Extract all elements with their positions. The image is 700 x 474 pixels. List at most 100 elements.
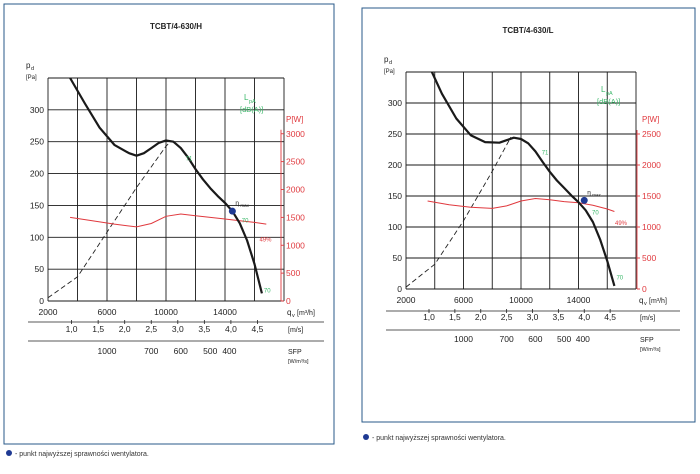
power-tick-label: 1000 bbox=[642, 222, 661, 232]
curve-annotation: 70 bbox=[616, 276, 623, 282]
velocity-tick-label: 1,0 bbox=[423, 312, 435, 322]
x-tick-label: 14000 bbox=[213, 307, 237, 317]
x-axis-label-sub: v bbox=[292, 313, 295, 319]
x-axis-unit: [m³/h] bbox=[649, 298, 667, 305]
y-tick-label: 100 bbox=[30, 232, 44, 242]
power-curve bbox=[427, 197, 615, 212]
x-axis-label-sub: v bbox=[644, 301, 647, 307]
max-efficiency-legend-icon bbox=[6, 450, 12, 456]
velocity-tick-label: 2,5 bbox=[501, 312, 513, 322]
velocity-tick-label: 1,5 bbox=[449, 312, 461, 322]
panel-frame bbox=[3, 3, 335, 445]
velocity-tick-label: 2,0 bbox=[475, 312, 487, 322]
y-axis-unit: [Pa] bbox=[384, 69, 395, 75]
system-curve bbox=[47, 141, 171, 299]
chart-title: TCBT/4-630/L bbox=[502, 26, 553, 35]
velocity-tick-label: 3,0 bbox=[172, 324, 184, 334]
x-tick-label: 6000 bbox=[454, 295, 473, 305]
curve-annotation: 70 bbox=[592, 211, 599, 217]
x-tick-label: 10000 bbox=[154, 307, 178, 317]
velocity-tick-label: 4,5 bbox=[604, 312, 616, 322]
velocity-axis-unit: [m/s] bbox=[288, 327, 303, 334]
y-tick-label: 50 bbox=[393, 253, 403, 263]
eta-label: η bbox=[587, 189, 591, 196]
power-tick-label: 1000 bbox=[286, 240, 305, 250]
power-curve bbox=[70, 213, 267, 228]
sfp-tick-label: 500 bbox=[557, 334, 571, 344]
footnote-left: - punkt najwyższej sprawności wentylator… bbox=[6, 450, 149, 458]
pressure-curve bbox=[69, 77, 263, 294]
max-efficiency-legend-icon bbox=[363, 434, 369, 440]
lpa-unit: [dB(A)] bbox=[240, 105, 263, 114]
velocity-tick-label: 2,5 bbox=[145, 324, 157, 334]
power-tick-label: 3000 bbox=[286, 129, 305, 139]
chart-panel-h: TCBT/4-630/H 0 50 100 150 200 250 300 p d [Pa] 2000… bbox=[3, 3, 335, 445]
power-tick-label: 500 bbox=[286, 268, 300, 278]
sfp-tick-label: 600 bbox=[174, 346, 188, 356]
sfp-tick-label: 700 bbox=[144, 346, 158, 356]
velocity-tick-label: 3,5 bbox=[552, 312, 564, 322]
power-tick-label: 500 bbox=[642, 253, 656, 263]
chart-panel-l: TCBT/4-630/L 0 50 100 150 200 250 300 p d [Pa] 2000… bbox=[361, 7, 696, 423]
y-axis-label: p bbox=[384, 55, 389, 64]
x-tick-label: 14000 bbox=[567, 295, 591, 305]
y-tick-label: 50 bbox=[35, 264, 45, 274]
power-tick-label: 2000 bbox=[642, 160, 661, 170]
sfp-tick-label: 400 bbox=[576, 334, 590, 344]
footnote-text: - punkt najwyższej sprawności wentylator… bbox=[372, 435, 506, 442]
system-curve bbox=[405, 136, 512, 288]
power-tick-label: 0 bbox=[286, 296, 291, 306]
sfp-tick-label: 700 bbox=[500, 334, 514, 344]
y-tick-label: 0 bbox=[39, 296, 44, 306]
curve-annotation: 49% bbox=[615, 221, 628, 227]
y-tick-label: 250 bbox=[30, 137, 44, 147]
lpa-label: L bbox=[244, 93, 249, 102]
power-tick-label: 1500 bbox=[286, 212, 305, 222]
curve-annotation: 70 bbox=[264, 289, 271, 295]
footnote-text: - punkt najwyższej sprawności wentylator… bbox=[15, 451, 149, 458]
x-tick-label: 6000 bbox=[98, 307, 117, 317]
x-axis-unit: [m³/h] bbox=[297, 310, 315, 317]
power-tick-label: 2500 bbox=[642, 129, 661, 139]
sfp-axis-unit: [W/m³/s] bbox=[640, 347, 661, 353]
sfp-axis-label: SFP bbox=[288, 349, 302, 356]
y-axis-label-sub: d bbox=[389, 60, 392, 66]
x-tick-label: 2000 bbox=[39, 307, 58, 317]
eta-label-sub: max bbox=[240, 203, 249, 208]
velocity-tick-label: 3,0 bbox=[527, 312, 539, 322]
curve-annotation: 70 bbox=[242, 218, 249, 224]
lpa-label-sub: pA bbox=[249, 99, 256, 105]
lpa-label: L bbox=[601, 85, 606, 94]
y-axis-label: p bbox=[26, 61, 31, 70]
curve-annotation: 71 bbox=[542, 150, 549, 156]
max-efficiency-point bbox=[228, 207, 236, 215]
velocity-tick-label: 4,0 bbox=[225, 324, 237, 334]
lpa-unit: [dB(A)] bbox=[597, 97, 620, 106]
power-tick-label: 2000 bbox=[286, 185, 305, 195]
x-tick-label: 2000 bbox=[397, 295, 416, 305]
curve-annotation: 49% bbox=[259, 238, 272, 244]
pressure-curve bbox=[430, 71, 616, 287]
sfp-axis-unit: [W/m³/s] bbox=[288, 359, 309, 365]
sfp-tick-label: 400 bbox=[222, 346, 236, 356]
power-tick-label: 0 bbox=[642, 284, 647, 294]
y-tick-label: 200 bbox=[30, 169, 44, 179]
y-tick-label: 100 bbox=[388, 222, 402, 232]
power-axis-label: P[W] bbox=[642, 115, 659, 124]
lpa-label-sub: pA bbox=[606, 91, 613, 97]
footnote-right: - punkt najwyższej sprawności wentylator… bbox=[363, 434, 506, 442]
y-tick-label: 200 bbox=[388, 160, 402, 170]
velocity-tick-label: 1,5 bbox=[92, 324, 104, 334]
velocity-tick-label: 4,0 bbox=[578, 312, 590, 322]
y-tick-label: 300 bbox=[30, 105, 44, 115]
sfp-tick-label: 1000 bbox=[454, 334, 473, 344]
y-tick-label: 250 bbox=[388, 129, 402, 139]
velocity-tick-label: 4,5 bbox=[252, 324, 264, 334]
max-efficiency-point bbox=[580, 196, 588, 204]
sfp-tick-label: 1000 bbox=[98, 346, 117, 356]
power-tick-label: 2500 bbox=[286, 157, 305, 167]
y-axis-label-sub: d bbox=[31, 66, 34, 72]
power-tick-label: 1500 bbox=[642, 191, 661, 201]
y-axis-unit: [Pa] bbox=[26, 75, 37, 81]
chart-title: TCBT/4-630/H bbox=[150, 22, 202, 31]
